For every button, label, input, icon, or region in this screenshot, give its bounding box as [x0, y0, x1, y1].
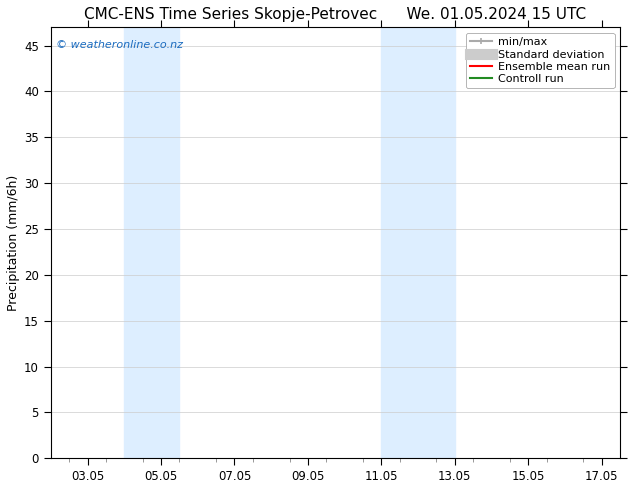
- Bar: [399, 27, 455, 458]
- Bar: [382, 27, 399, 458]
- Legend: min/max, Standard deviation, Ensemble mean run, Controll run: min/max, Standard deviation, Ensemble me…: [465, 33, 614, 88]
- Bar: [161, 27, 179, 458]
- Bar: [124, 27, 161, 458]
- Text: © weatheronline.co.nz: © weatheronline.co.nz: [56, 40, 183, 50]
- Title: CMC-ENS Time Series Skopje-Petrovec      We. 01.05.2024 15 UTC: CMC-ENS Time Series Skopje-Petrovec We. …: [84, 7, 586, 22]
- Y-axis label: Precipitation (mm/6h): Precipitation (mm/6h): [7, 174, 20, 311]
